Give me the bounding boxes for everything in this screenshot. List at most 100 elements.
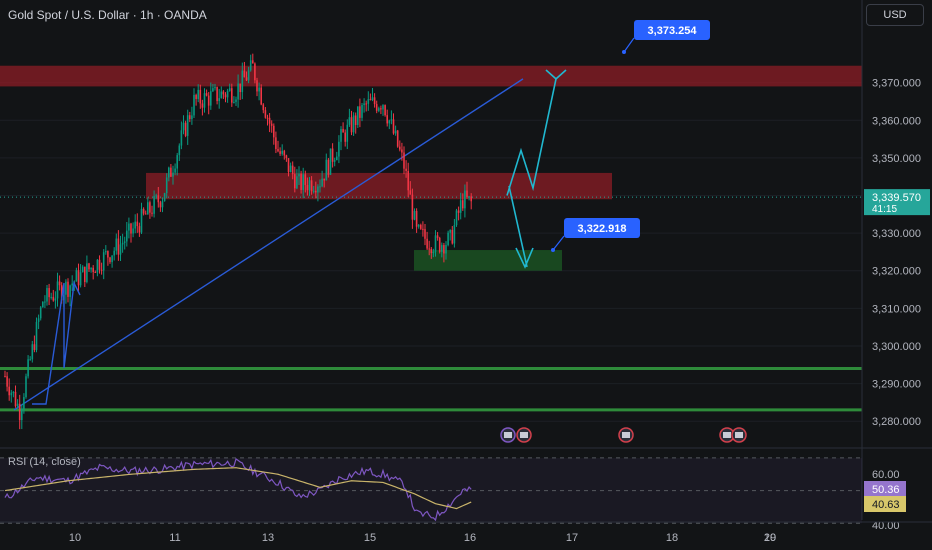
candle-down	[375, 104, 378, 111]
candle-up	[180, 130, 183, 146]
candle-down	[157, 195, 160, 203]
candle-down	[100, 269, 103, 271]
trendline	[13, 78, 524, 411]
candle-down	[92, 267, 94, 273]
candle-down	[14, 391, 17, 407]
candle-up	[367, 99, 370, 104]
candle-down	[107, 251, 109, 258]
time-tick-label: 16	[464, 532, 476, 544]
economic-event-icon[interactable]	[500, 427, 516, 443]
projection-down-arrowhead	[515, 247, 534, 269]
candle-down	[207, 95, 210, 106]
candle-down	[94, 272, 97, 274]
candle-up	[325, 159, 328, 181]
candle-down	[457, 210, 460, 213]
candle-down	[350, 117, 353, 133]
economic-event-icon[interactable]	[618, 427, 634, 443]
demand-zone	[414, 250, 562, 271]
candle-up	[348, 117, 351, 125]
candle-up	[193, 94, 195, 116]
candle-up	[86, 263, 88, 282]
candle-up	[163, 193, 166, 202]
candle-down	[291, 165, 294, 175]
candle-down	[277, 148, 279, 152]
candle-down	[67, 281, 69, 297]
candle-up	[46, 288, 48, 302]
candle-up	[153, 196, 155, 214]
candle-down	[359, 106, 361, 118]
candle-down	[430, 248, 433, 254]
economic-event-icon[interactable]	[731, 427, 747, 443]
candle-down	[436, 235, 439, 238]
candle-up	[134, 221, 136, 229]
candle-down	[52, 296, 55, 301]
candle-up	[186, 115, 189, 136]
callout-anchor	[551, 248, 555, 252]
candle-up	[191, 115, 193, 120]
candle-down	[130, 223, 132, 234]
candle-up	[220, 91, 223, 99]
price-callout[interactable]	[564, 218, 640, 238]
candle-up	[464, 190, 466, 209]
candle-up	[235, 99, 237, 102]
candle-down	[327, 159, 330, 175]
candle-up	[228, 88, 231, 91]
candle-down	[392, 119, 395, 134]
candle-up	[352, 115, 355, 133]
candle-up	[182, 122, 185, 131]
candle-up	[69, 285, 71, 297]
price-tick-label: 3,340.000	[872, 191, 921, 203]
candle-up	[210, 91, 212, 106]
bar-countdown: 41:15	[872, 204, 897, 215]
candle-down	[224, 94, 227, 98]
time-tick-label: 17	[566, 532, 578, 544]
candle-down	[424, 229, 426, 239]
economic-event-icon[interactable]	[719, 427, 735, 443]
candle-down	[420, 224, 422, 229]
candle-up	[132, 228, 134, 234]
time-tick-label: 19	[764, 532, 776, 544]
candle-up	[319, 186, 321, 188]
candle-up	[329, 148, 332, 175]
candle-down	[279, 151, 281, 154]
candle-up	[105, 251, 107, 253]
candle-down	[396, 130, 399, 147]
candle-up	[312, 190, 315, 192]
candle-down	[285, 155, 288, 159]
candle-up	[147, 202, 149, 215]
flag-icon	[723, 432, 731, 438]
candle-up	[63, 294, 65, 301]
rsi-ma-tag	[864, 496, 906, 512]
candle-up	[241, 70, 244, 93]
currency-button[interactable]: USD	[866, 4, 924, 26]
callout-label: 3,373.254	[648, 25, 698, 37]
candle-down	[306, 185, 309, 191]
price-callout[interactable]	[634, 20, 710, 40]
candle-up	[90, 267, 92, 270]
candle-up	[115, 238, 118, 251]
candle-down	[451, 229, 454, 244]
candle-up	[128, 223, 130, 231]
candle-up	[382, 105, 384, 110]
candle-down	[323, 178, 325, 181]
candle-up	[336, 156, 338, 161]
candle-down	[384, 105, 386, 116]
candle-down	[331, 148, 334, 162]
candle-down	[354, 115, 357, 125]
rsi-ma-label: 40.63	[872, 499, 900, 511]
candle-down	[252, 60, 254, 64]
economic-event-icon[interactable]	[516, 427, 532, 443]
candle-down	[98, 259, 101, 270]
rsi-tick-label: 60.00	[872, 469, 900, 481]
rsi-band	[0, 457, 862, 524]
candle-up	[258, 87, 260, 92]
rsi-title: RSI (14, close)	[8, 456, 81, 468]
candle-up	[119, 244, 122, 255]
swing-arrow	[32, 280, 81, 405]
price-tick-label: 3,360.000	[872, 115, 921, 127]
candle-down	[117, 238, 120, 255]
candle-up	[468, 196, 470, 198]
candle-up	[289, 165, 292, 173]
current-price-tag	[864, 189, 930, 216]
